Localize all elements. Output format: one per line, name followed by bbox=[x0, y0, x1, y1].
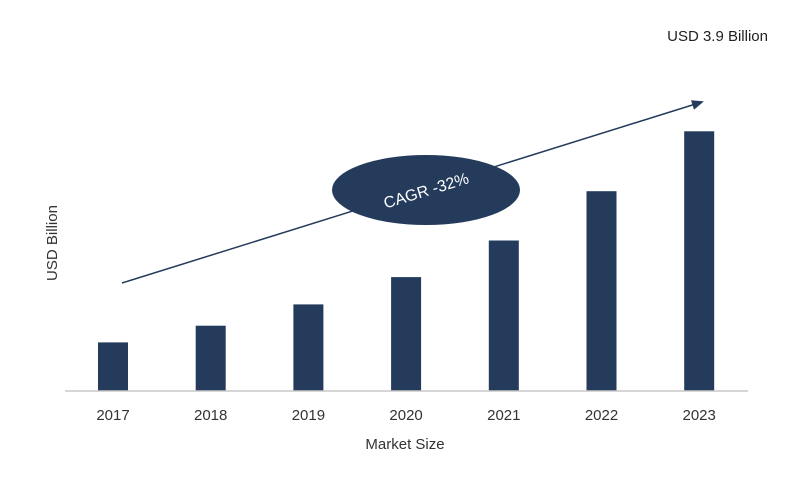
bar-2019 bbox=[293, 304, 324, 391]
x-tick-label-2017: 2017 bbox=[96, 407, 129, 424]
x-tick-labels: 2017 2018 2019 2020 2021 2022 2023 bbox=[96, 407, 716, 424]
bar-2023 bbox=[684, 131, 715, 392]
x-tick-label-2023: 2023 bbox=[683, 407, 716, 424]
bars-group bbox=[98, 131, 715, 392]
bar-2022 bbox=[586, 191, 617, 391]
x-tick-label-2021: 2021 bbox=[487, 407, 520, 424]
bar-2018 bbox=[195, 325, 226, 391]
x-tick-label-2020: 2020 bbox=[389, 407, 422, 424]
cagr-ellipse bbox=[332, 155, 520, 225]
bar-2020 bbox=[391, 277, 422, 391]
cagr-badge: CAGR -32% bbox=[332, 155, 520, 225]
bar-2021 bbox=[488, 240, 519, 391]
end-value-callout: USD 3.9 Billion bbox=[667, 28, 768, 45]
x-tick-label-2022: 2022 bbox=[585, 407, 618, 424]
y-axis-title: USD Billion bbox=[44, 205, 61, 281]
x-axis-title: Market Size bbox=[365, 436, 444, 453]
x-tick-label-2019: 2019 bbox=[292, 407, 325, 424]
x-tick-label-2018: 2018 bbox=[194, 407, 227, 424]
bar-2017 bbox=[98, 342, 128, 391]
